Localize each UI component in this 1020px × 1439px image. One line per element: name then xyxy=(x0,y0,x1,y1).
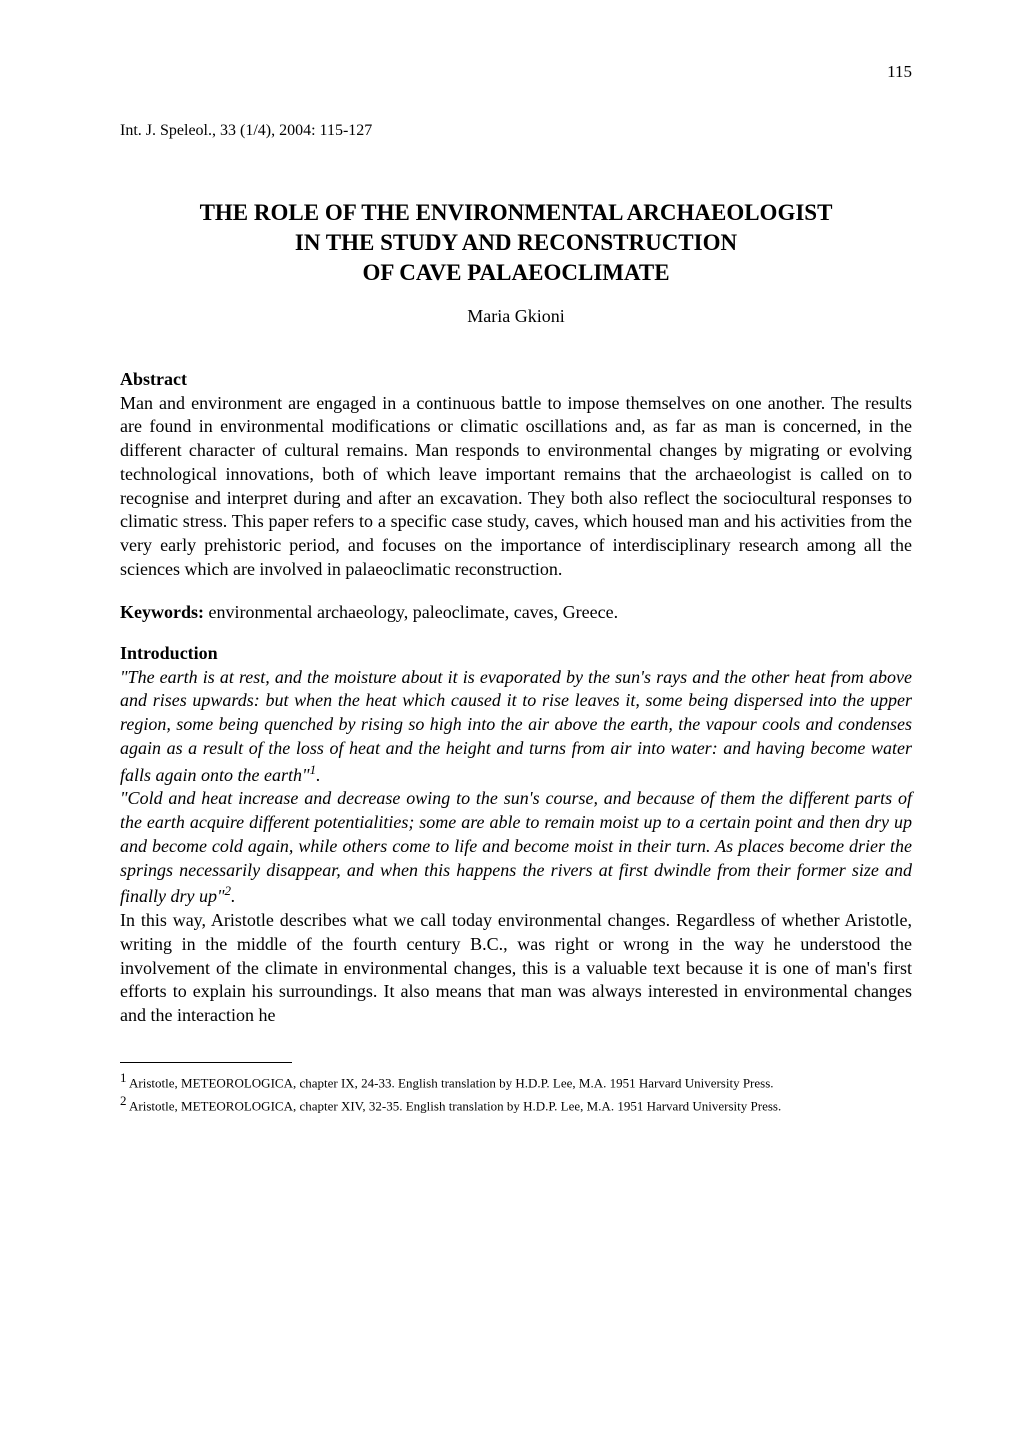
title-line-2: IN THE STUDY AND RECONSTRUCTION xyxy=(295,230,737,255)
keywords-text: environmental archaeology, paleoclimate,… xyxy=(204,602,618,622)
footnote-2-text: Aristotle, METEOROLOGICA, chapter XIV, 3… xyxy=(127,1098,782,1113)
keywords-label: Keywords: xyxy=(120,602,204,622)
quote-1-text: "The earth is at rest, and the moisture … xyxy=(120,667,912,785)
abstract-body: Man and environment are engaged in a con… xyxy=(120,392,912,582)
footnote-2: 2 Aristotle, METEOROLOGICA, chapter XIV,… xyxy=(120,1092,912,1115)
footnote-1: 1 Aristotle, METEOROLOGICA, chapter IX, … xyxy=(120,1069,912,1092)
introduction-heading: Introduction xyxy=(120,643,912,664)
quote-2-period: . xyxy=(231,886,236,906)
quote-2-text: "Cold and heat increase and decrease owi… xyxy=(120,788,912,906)
abstract-heading: Abstract xyxy=(120,369,912,390)
author-name: Maria Gkioni xyxy=(120,306,912,327)
quote-1-period: . xyxy=(316,765,321,785)
journal-reference: Int. J. Speleol., 33 (1/4), 2004: 115-12… xyxy=(120,122,912,140)
title-line-1: THE ROLE OF THE ENVIRONMENTAL ARCHAEOLOG… xyxy=(200,200,833,225)
introduction-quote-2: "Cold and heat increase and decrease owi… xyxy=(120,787,912,909)
page-number: 115 xyxy=(120,62,912,82)
paper-title: THE ROLE OF THE ENVIRONMENTAL ARCHAEOLOG… xyxy=(120,198,912,288)
introduction-quote-1: "The earth is at rest, and the moisture … xyxy=(120,666,912,788)
footnote-rule xyxy=(120,1062,292,1063)
footnote-1-text: Aristotle, METEOROLOGICA, chapter IX, 24… xyxy=(127,1075,774,1090)
keywords-line: Keywords: environmental archaeology, pal… xyxy=(120,602,912,623)
introduction-body: In this way, Aristotle describes what we… xyxy=(120,909,912,1028)
title-line-3: OF CAVE PALAEOCLIMATE xyxy=(362,260,669,285)
